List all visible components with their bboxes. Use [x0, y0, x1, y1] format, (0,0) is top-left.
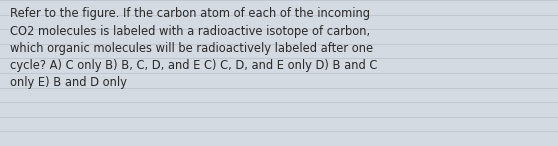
Text: Refer to the figure. If the carbon atom of each of the incoming
CO2 molecules is: Refer to the figure. If the carbon atom … [10, 7, 377, 89]
